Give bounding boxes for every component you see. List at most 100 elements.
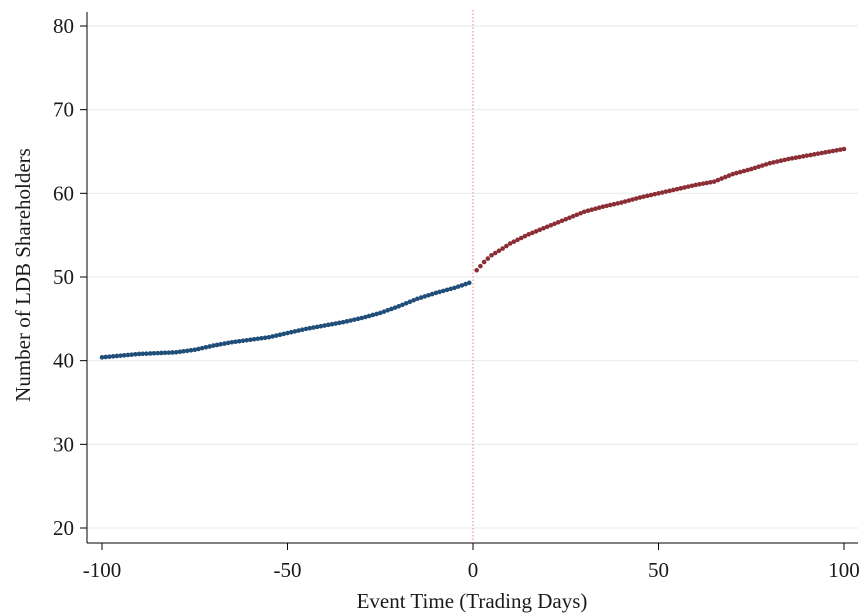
data-point: [222, 341, 227, 346]
data-point: [537, 227, 543, 233]
data-point: [466, 280, 472, 286]
y-tick-label: 80: [53, 14, 74, 38]
data-point: [392, 305, 398, 310]
data-point: [281, 331, 287, 337]
data-point: [678, 186, 684, 191]
data-point: [518, 235, 524, 241]
data-point: [533, 229, 539, 234]
data-point: [797, 154, 802, 160]
data-point: [322, 323, 327, 328]
data-point: [593, 206, 598, 212]
x-tick-label: 0: [468, 558, 479, 582]
data-point: [377, 310, 383, 316]
data-point: [459, 283, 465, 288]
data-point: [708, 179, 713, 185]
data-point: [251, 336, 257, 342]
data-point: [489, 252, 494, 258]
data-point: [370, 312, 376, 318]
data-point: [752, 165, 758, 171]
data-point: [121, 353, 127, 358]
data-point: [812, 152, 817, 157]
data-point: [611, 201, 617, 207]
data-point: [786, 156, 791, 162]
data-point: [196, 346, 201, 352]
data-point: [711, 179, 717, 184]
data-point: [244, 337, 249, 343]
data-point: [826, 149, 832, 154]
data-point: [515, 237, 520, 243]
data-point: [659, 190, 665, 195]
data-point: [144, 351, 149, 356]
data-point: [110, 354, 116, 359]
data-point: [314, 324, 320, 330]
series-2: [474, 146, 847, 273]
data-point: [248, 337, 253, 343]
data-point: [270, 334, 275, 339]
tick-labels: 20 30 40 50 60 70 80 -100 -50 0 50 100: [53, 14, 860, 582]
series-1: [99, 280, 472, 360]
data-point: [403, 300, 409, 306]
data-point: [211, 343, 216, 348]
data-point: [441, 288, 446, 294]
data-point: [552, 221, 557, 227]
data-point: [133, 352, 138, 357]
data-point: [793, 155, 799, 160]
data-point: [236, 338, 242, 344]
data-point: [240, 338, 246, 344]
data-point: [808, 152, 813, 158]
data-point: [815, 151, 821, 156]
data-point: [296, 328, 301, 333]
data-point: [600, 204, 606, 210]
data-point: [326, 322, 331, 328]
data-point: [567, 215, 572, 221]
data-point: [485, 256, 491, 261]
data-point: [455, 284, 461, 289]
data-point: [737, 169, 743, 175]
data-point: [570, 213, 576, 219]
data-point: [804, 153, 810, 158]
data-point: [389, 306, 394, 312]
data-point: [700, 181, 706, 186]
data-point: [619, 200, 624, 205]
data-point: [604, 203, 609, 209]
data-point: [685, 184, 691, 189]
data-point: [170, 350, 175, 355]
data-point: [767, 160, 773, 166]
data-point: [255, 336, 261, 342]
data-point: [715, 177, 721, 183]
data-point: [500, 246, 505, 251]
data-point: [674, 186, 680, 192]
data-point: [266, 334, 272, 340]
data-point: [192, 347, 198, 353]
data-point: [363, 314, 368, 320]
data-point: [159, 350, 164, 356]
data-point: [274, 333, 279, 338]
data-point: [630, 197, 635, 202]
data-point: [329, 321, 335, 327]
data-point: [136, 351, 142, 357]
data-point: [288, 329, 294, 335]
data-point: [819, 150, 825, 156]
data-points: [99, 146, 847, 360]
data-point: [633, 196, 639, 201]
data-point: [214, 342, 220, 348]
data-point: [448, 286, 454, 292]
data-point: [188, 347, 194, 353]
data-point: [366, 313, 372, 319]
data-point: [800, 154, 806, 159]
data-point: [719, 176, 724, 181]
data-point: [348, 318, 353, 323]
data-point: [151, 351, 157, 356]
data-point: [374, 311, 379, 317]
data-point: [582, 209, 587, 215]
data-point: [199, 345, 205, 351]
data-point: [162, 350, 168, 356]
data-point: [693, 182, 698, 188]
data-point: [185, 348, 190, 354]
data-point: [689, 183, 695, 189]
data-point: [530, 230, 535, 236]
data-point: [429, 291, 435, 297]
data-point: [585, 208, 591, 214]
data-point: [103, 354, 109, 360]
data-point: [229, 339, 235, 345]
